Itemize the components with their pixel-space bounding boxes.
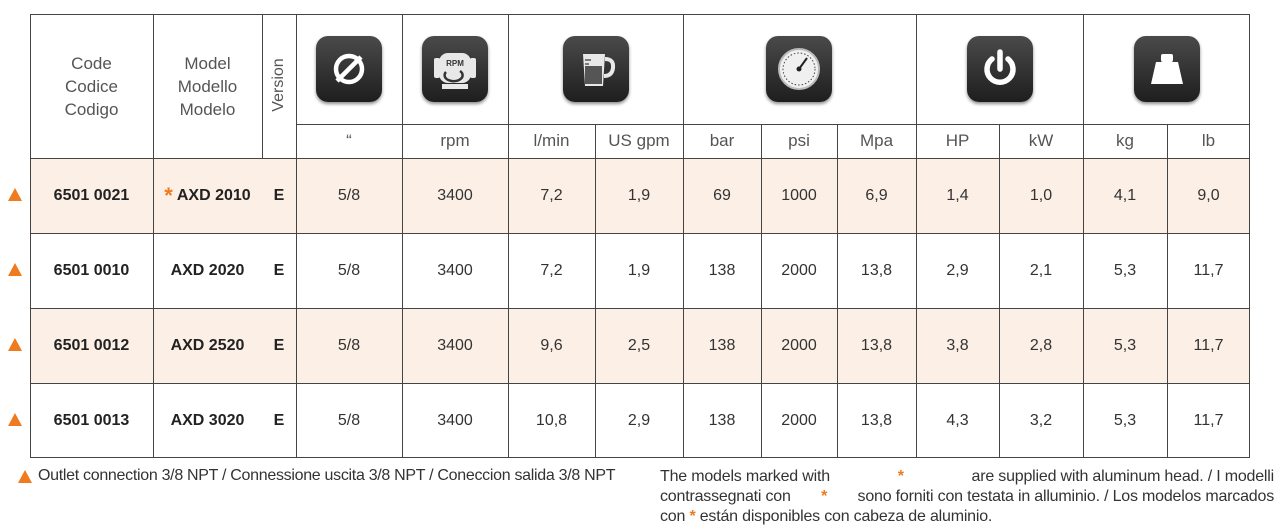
row-value: 2,9	[946, 261, 969, 279]
row-value: 3,8	[946, 336, 969, 354]
row-value: 2000	[781, 411, 817, 429]
row-value: 3400	[437, 186, 473, 204]
row-value: 5/8	[337, 186, 361, 204]
row-value: 3400	[437, 261, 473, 279]
row-code: 6501 0010	[53, 261, 130, 279]
aluminum-footnote: The models marked with * are supplied wi…	[660, 468, 1274, 525]
unit-hp: HP	[945, 131, 970, 150]
unit-lb: lb	[1201, 131, 1216, 150]
row-bg-1	[30, 158, 1250, 233]
row-value: 5,3	[1113, 411, 1137, 429]
row-value: 69	[713, 186, 731, 204]
row-value: 11,7	[1193, 336, 1224, 354]
row-version: E	[273, 411, 285, 429]
row-value: 5,3	[1113, 336, 1137, 354]
row-bg-4	[30, 383, 1250, 458]
row-value: 2,8	[1029, 336, 1053, 354]
row-value: 1,9	[627, 186, 651, 204]
unit-kw: kW	[1028, 131, 1054, 150]
row-value: 6,9	[865, 186, 888, 204]
aluminum-head-star-icon: *	[164, 182, 173, 208]
unit-lmin: l/min	[533, 131, 570, 150]
code-header: Code Codice Codigo	[64, 53, 119, 119]
row-value: 4,3	[946, 411, 969, 429]
row-value: 2,9	[627, 411, 651, 429]
unit-rpm: rpm	[440, 131, 470, 150]
outlet-marker-row-3	[8, 338, 22, 351]
row-value: 1,0	[1029, 186, 1053, 204]
row-value: 11,7	[1193, 411, 1224, 429]
aluminum-star-2: *	[821, 488, 828, 505]
row-bg-3	[30, 308, 1250, 383]
row-model-name: AXD 2520	[170, 336, 245, 354]
row-value: 13,8	[860, 411, 893, 429]
row-value: 11,7	[1193, 261, 1224, 279]
row-value: 13,8	[860, 336, 893, 354]
row-value: 1000	[781, 186, 817, 204]
row-value: 138	[708, 336, 736, 354]
aluminum-star-1: *	[897, 468, 904, 485]
row-value: 2,1	[1029, 261, 1053, 279]
unit-kg: kg	[1116, 131, 1134, 150]
row-model-name: AXD 3020	[170, 411, 245, 429]
aluminum-star-3: *	[689, 508, 696, 525]
row-value: 5,3	[1113, 261, 1137, 279]
row-value: 7,2	[540, 186, 563, 204]
row-model-name: AXD 2010	[176, 186, 251, 204]
flow-jug-icon	[563, 36, 629, 102]
row-value: 9,6	[540, 336, 563, 354]
row-value: 10,8	[535, 411, 568, 429]
row-value: 1,4	[946, 186, 969, 204]
row-value: 2000	[781, 261, 817, 279]
row-value: 138	[708, 411, 736, 429]
row-value: 3,2	[1029, 411, 1053, 429]
row-value: 5/8	[337, 336, 361, 354]
unit-psi: psi	[788, 131, 810, 150]
outlet-marker-row-2	[8, 263, 22, 276]
row-value: 7,2	[540, 261, 563, 279]
row-model: AXD 2520	[153, 308, 262, 383]
rpm-motor-icon: RPM	[422, 36, 488, 102]
row-model: * AXD 2010	[153, 158, 262, 233]
row-code: 6501 0013	[53, 411, 130, 429]
row-value: 5/8	[337, 411, 361, 429]
row-value: 138	[708, 261, 736, 279]
row-value: 5/8	[337, 261, 361, 279]
outlet-legend-marker	[18, 470, 32, 483]
row-value: 3400	[437, 336, 473, 354]
unit-inch: “	[346, 131, 352, 150]
row-version: E	[273, 186, 285, 204]
row-value: 4,1	[1113, 186, 1137, 204]
row-value: 1,9	[627, 261, 651, 279]
outlet-footnote: Outlet connection 3/8 NPT / Connessione …	[38, 467, 616, 484]
pressure-gauge-icon	[766, 36, 832, 102]
unit-mpa: Mpa	[859, 131, 894, 150]
model-header: Model Modello Modelo	[177, 53, 238, 119]
row-version: E	[273, 261, 285, 279]
row-value: 3400	[437, 411, 473, 429]
outlet-marker-row-1	[8, 188, 22, 201]
svg-text:RPM: RPM	[446, 59, 464, 68]
diameter-icon	[316, 36, 382, 102]
row-model: AXD 3020	[153, 383, 262, 458]
version-header: Version	[270, 58, 287, 112]
row-value: 13,8	[860, 261, 893, 279]
row-code: 6501 0021	[53, 186, 130, 204]
specs-table: Code Codice Codigo Model Modello Modelo Vers…	[30, 14, 1250, 458]
row-version: E	[273, 336, 285, 354]
row-code: 6501 0012	[53, 336, 130, 354]
outlet-marker-row-4	[8, 413, 22, 426]
row-model-name: AXD 2020	[170, 261, 245, 279]
weight-icon	[1134, 36, 1200, 102]
unit-bar: bar	[709, 131, 735, 150]
row-value: 9,0	[1197, 186, 1220, 204]
power-icon	[967, 36, 1033, 102]
row-value: 2000	[781, 336, 817, 354]
unit-usgpm: US gpm	[608, 131, 670, 150]
row-value: 2,5	[627, 336, 651, 354]
row-bg-2	[30, 233, 1250, 308]
row-model: AXD 2020	[153, 233, 262, 308]
